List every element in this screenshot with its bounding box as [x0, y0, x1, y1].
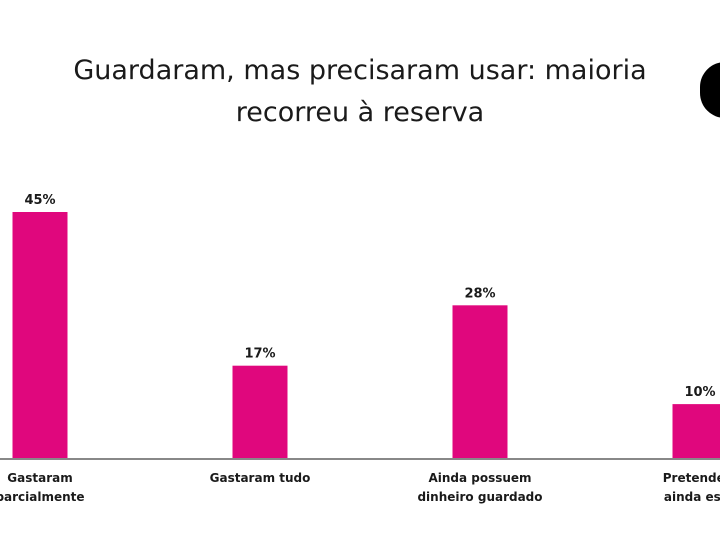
- labels-layer: 45% Gastaram parcialmente 17% Gastaram tudo 2…: [0, 193, 720, 504]
- value-label-4: 10%: [684, 385, 715, 400]
- value-label-3: 28%: [464, 286, 495, 301]
- bar-2: [232, 365, 288, 459]
- value-label-2: 17%: [244, 347, 275, 362]
- category-label-4-line-2: ainda esse: [664, 490, 720, 504]
- chart-title: Guardaram, mas precisaram usar: maioria …: [73, 55, 647, 128]
- bar-1: [12, 212, 68, 459]
- brand-logo-icon: [700, 62, 720, 118]
- category-label-1-line-1: Gastaram: [7, 471, 72, 485]
- category-label-2-line-1: Gastaram tudo: [210, 471, 311, 485]
- bars-layer: [12, 212, 720, 459]
- bar-3: [452, 305, 508, 459]
- category-label-4-line-1: Pretendem: [663, 471, 720, 485]
- bar-4: [672, 404, 720, 459]
- value-label-1: 45%: [24, 193, 55, 208]
- category-label-3-line-2: dinheiro guardado: [417, 490, 542, 504]
- category-label-1-line-2: parcialmente: [0, 490, 85, 504]
- category-label-3-line-1: Ainda possuem: [428, 471, 531, 485]
